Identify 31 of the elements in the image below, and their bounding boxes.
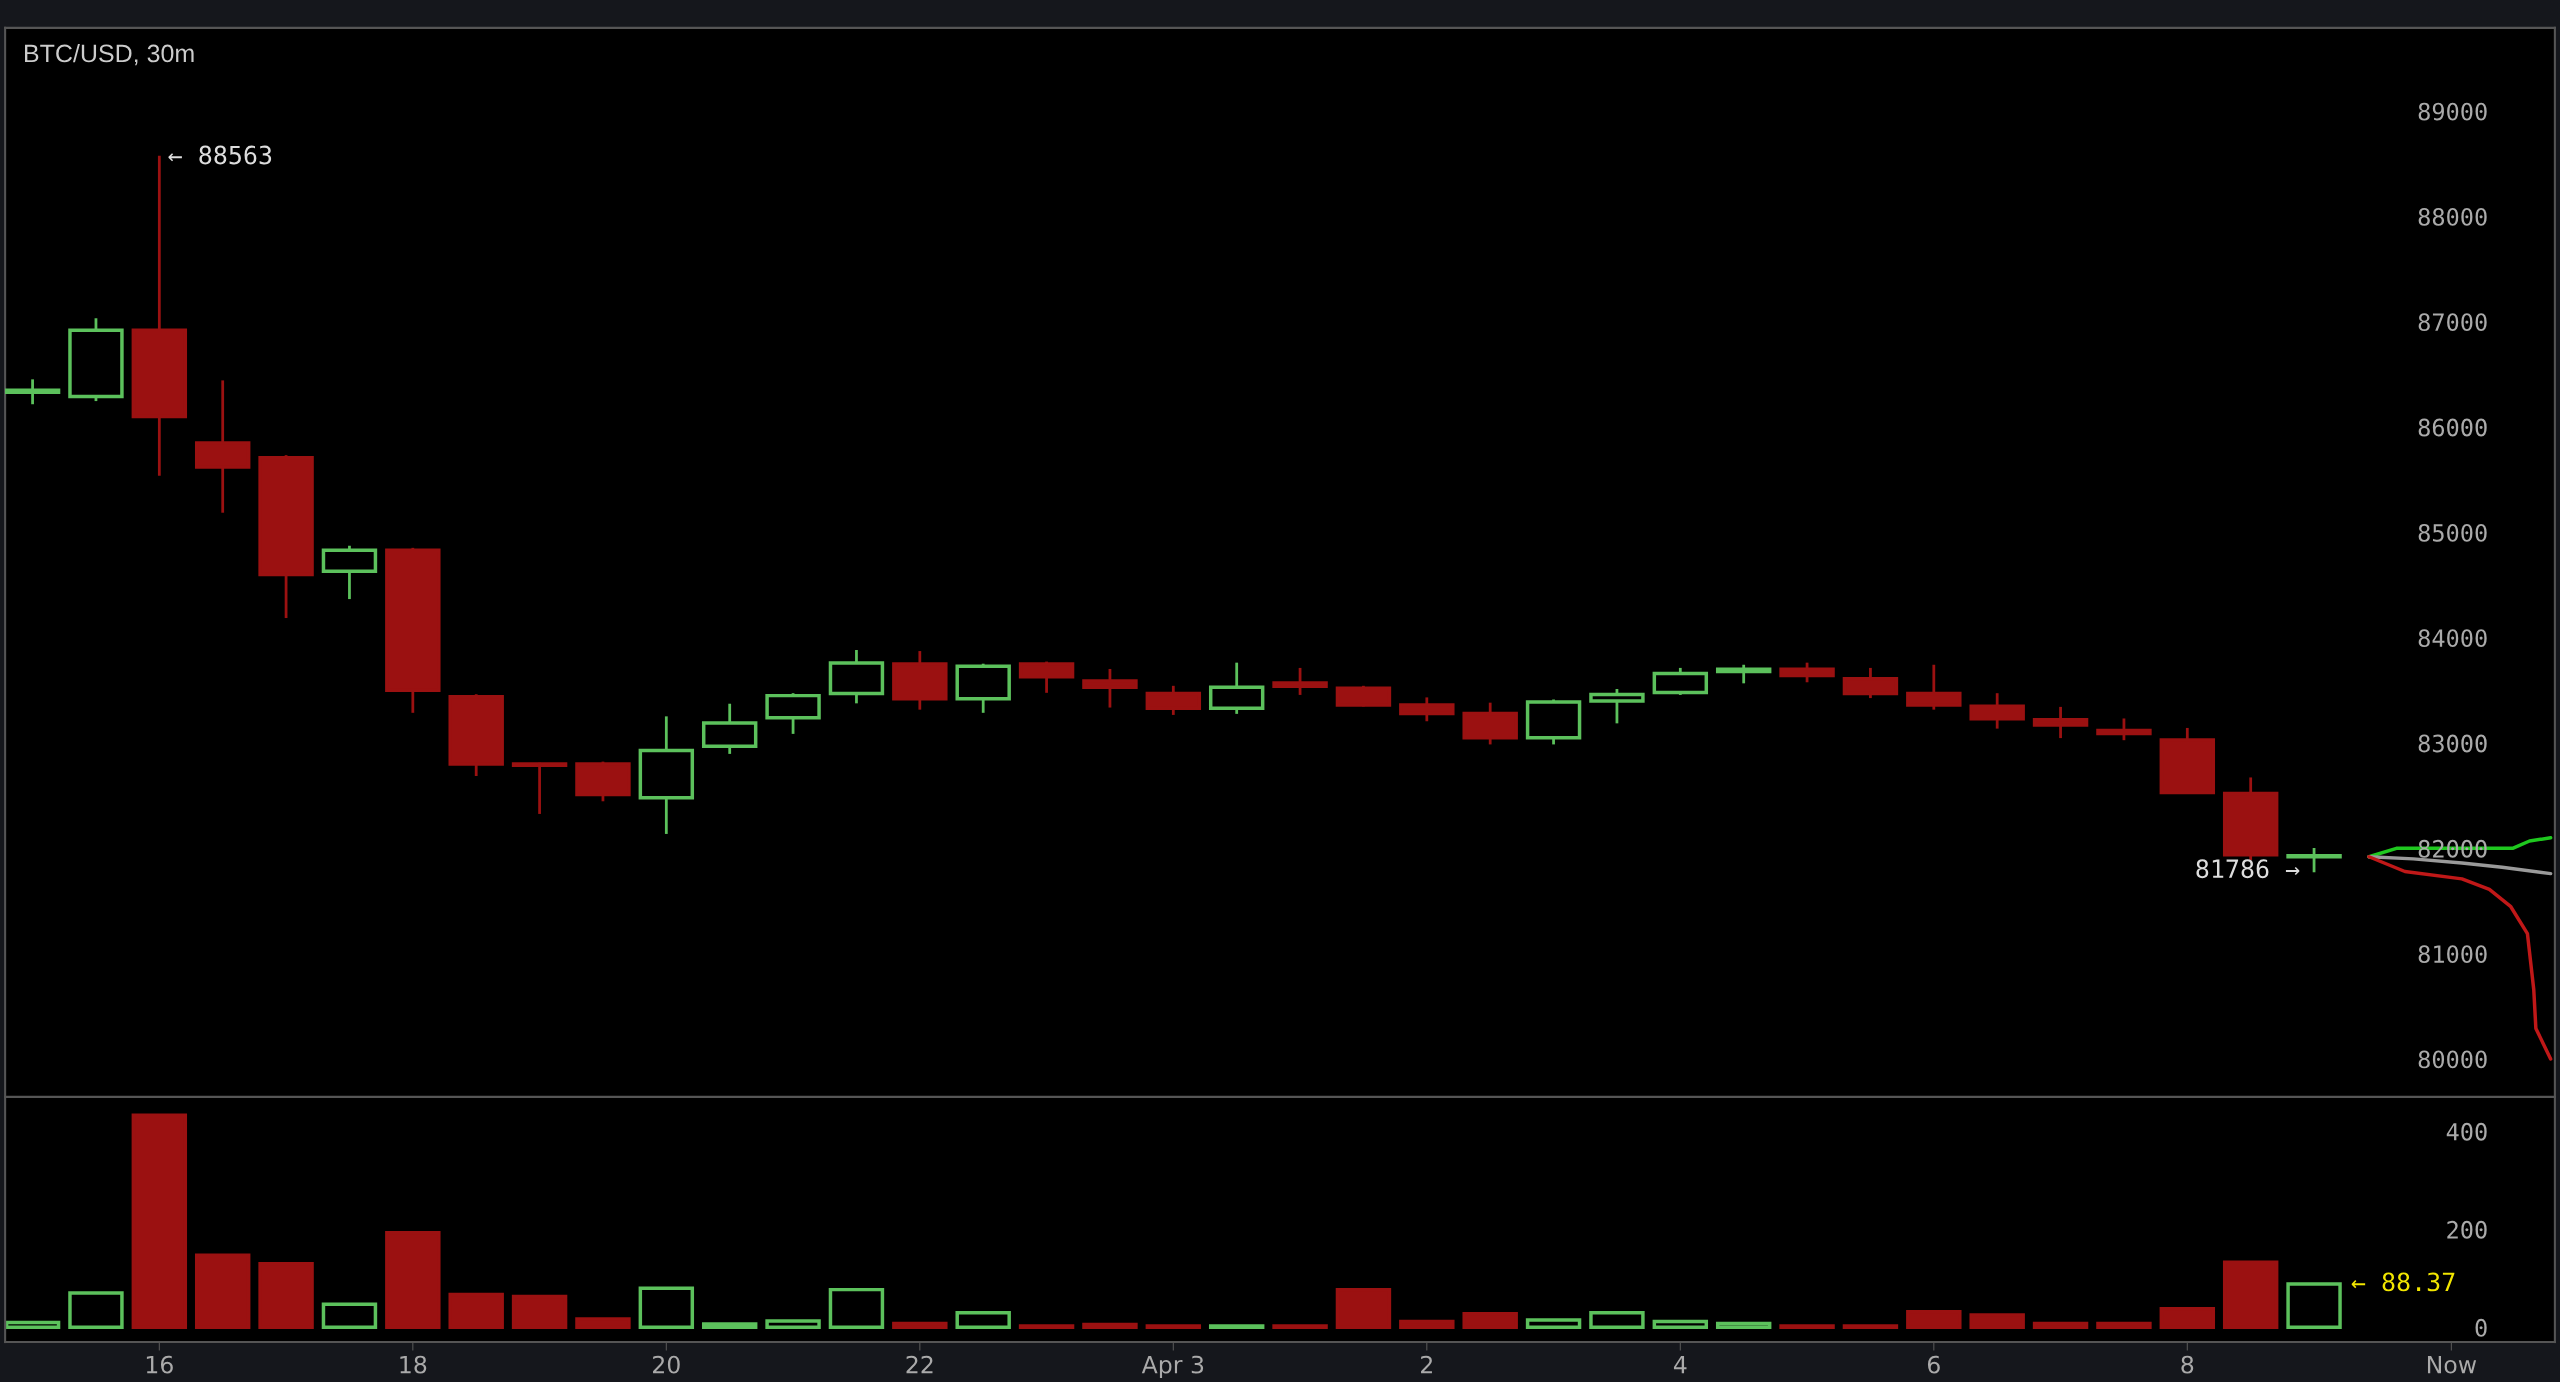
y-tick-label: 85000 bbox=[2418, 523, 2487, 542]
x-tick-label: 2 bbox=[1421, 1355, 1432, 1374]
y-tick-label: 84000 bbox=[2418, 629, 2487, 648]
x-tick-label: 8 bbox=[2181, 1355, 2194, 1374]
y-tick-label: 88000 bbox=[2418, 207, 2487, 226]
annotation: ← 88563 bbox=[168, 145, 272, 165]
y-tick-label: 400 bbox=[2446, 1122, 2487, 1141]
candlestick bbox=[2032, 706, 2089, 739]
x-tick-label: 16 bbox=[146, 1355, 173, 1374]
x-tick-label: Now bbox=[2427, 1355, 2477, 1374]
y-tick-label: 80000 bbox=[2418, 1050, 2487, 1069]
x-tick-label: 4 bbox=[1673, 1355, 1687, 1374]
x-tick-label: 22 bbox=[906, 1355, 933, 1374]
annotation: ← 88.37 bbox=[2351, 1272, 2455, 1292]
y-tick-label: 81000 bbox=[2418, 945, 2487, 964]
y-tick-label: 200 bbox=[2447, 1220, 2487, 1239]
x-tick-label: Apr 3 bbox=[1141, 1355, 1204, 1379]
candlestick bbox=[1272, 667, 1328, 695]
text: BTC/USD, 30m bbox=[25, 43, 194, 66]
y-tick-label: 89000 bbox=[2418, 102, 2487, 121]
y-tick-label: 83000 bbox=[2418, 734, 2487, 753]
candlestick bbox=[2286, 848, 2342, 873]
annotation: 81786 → bbox=[2196, 859, 2300, 879]
x-tick-label: 20 bbox=[653, 1355, 680, 1374]
y-tick-label: 87000 bbox=[2418, 313, 2487, 332]
candlestick bbox=[2096, 718, 2152, 741]
candlestick bbox=[511, 762, 568, 814]
x-tick-label: 18 bbox=[400, 1355, 427, 1374]
y-tick-label: 0 bbox=[2475, 1318, 2487, 1337]
y-tick-label: 86000 bbox=[2418, 418, 2487, 437]
x-tick-label: 6 bbox=[1927, 1355, 1940, 1374]
